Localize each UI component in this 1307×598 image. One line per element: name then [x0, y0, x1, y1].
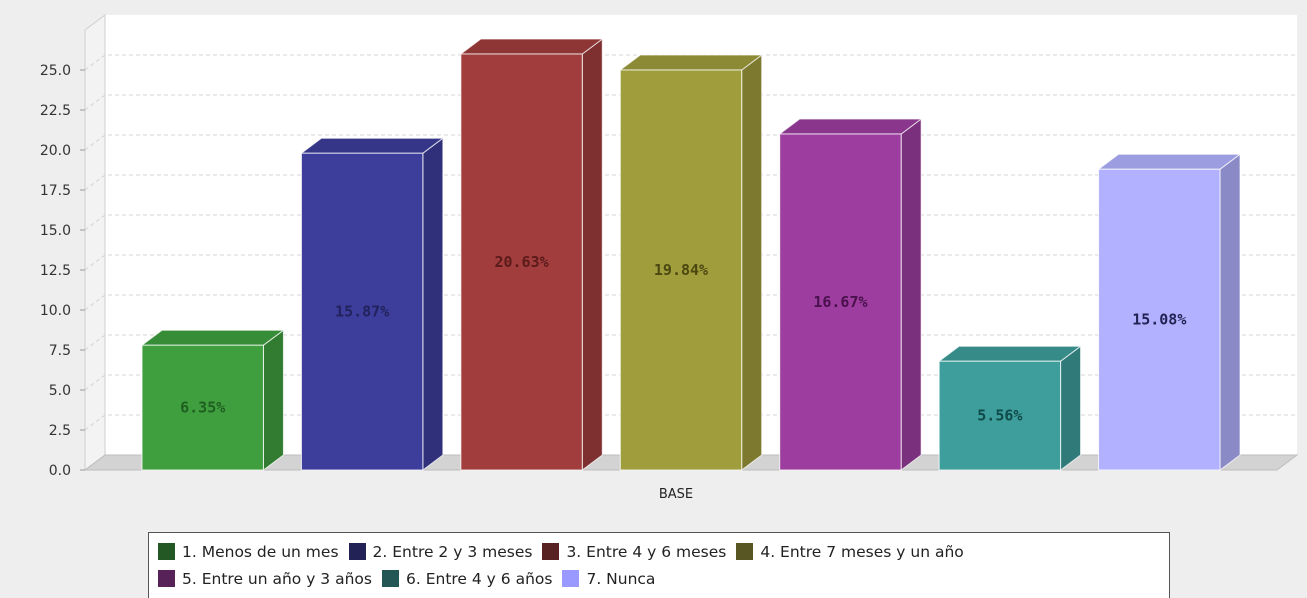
legend-swatch [562, 570, 580, 587]
data-labels: 6.35% 15.87% 20.63% 19.84% 16.67% 5.56% 15.08% [180, 253, 1186, 425]
bar [299, 137, 445, 471]
bar-top [140, 329, 285, 346]
legend-swatch [542, 543, 560, 560]
legend-row: 1. Menos de un mes 2. Entre 2 y 3 meses 3.… [158, 538, 1169, 565]
legend-label: 5. Entre un año y 3 años [182, 569, 372, 588]
bar-front [141, 344, 264, 471]
legend-label: 2. Entre 2 y 3 meses [372, 542, 533, 561]
legend-swatch [381, 570, 399, 587]
bar-front [779, 133, 902, 471]
y-tick-label: 17.5 [40, 183, 71, 199]
bar-top [937, 345, 1083, 362]
gridline [84, 54, 1297, 71]
bar [778, 118, 923, 471]
data-label: 19.84% [654, 261, 708, 279]
y-axis: 0.0 2.5 5.0 7.5 10.0 12.5 15.0 17.5 20.0 22.5 25.0 [40, 63, 85, 479]
legend-swatch [158, 570, 175, 587]
plot-left-wall [84, 14, 106, 471]
bar-front [460, 53, 583, 471]
legend-label: 3. Entre 4 y 6 meses [566, 542, 727, 561]
y-tick-label: 7.5 [49, 343, 71, 359]
bar-front [938, 360, 1062, 471]
legend-item: 6. Entre 4 y 6 años [381, 569, 553, 588]
bars [140, 38, 1242, 471]
y-tick-label: 22.5 [40, 103, 71, 119]
bar-front [619, 69, 743, 471]
bar [618, 54, 764, 471]
bar [937, 345, 1083, 471]
legend-item: 5. Entre un año y 3 años [158, 570, 372, 588]
y-tick-label: 10.0 [40, 303, 71, 319]
legend-row: 5. Entre un año y 3 años 6. Entre 4 y 6 a… [158, 565, 1169, 592]
bar-top [618, 54, 764, 71]
legend-item: 7. Nunca [562, 570, 655, 588]
data-label: 16.67% [813, 293, 867, 311]
legend: 1. Menos de un mes 2. Entre 2 y 3 meses 3.… [148, 532, 1170, 598]
legend-swatch [158, 543, 175, 560]
y-tick-label: 2.5 [49, 423, 71, 439]
bar-top [778, 118, 923, 135]
bar [1097, 153, 1242, 471]
bar-side [741, 54, 763, 471]
legend-item: 1. Menos de un mes [158, 543, 339, 561]
legend-label: 4. Entre 7 meses y un año [760, 542, 964, 561]
bar [140, 329, 285, 471]
bar-side [422, 137, 444, 471]
bar-top [459, 38, 604, 55]
bar-top [299, 137, 445, 154]
gridline [84, 94, 1297, 111]
legend-item: 4. Entre 7 meses y un año [736, 542, 964, 561]
y-tick-label: 5.0 [49, 383, 71, 399]
bar-side [262, 329, 284, 471]
data-label: 6.35% [180, 399, 225, 417]
legend-label: 7. Nunca [586, 569, 656, 588]
data-label: 5.56% [977, 407, 1022, 425]
y-tick-label: 0.0 [49, 463, 71, 479]
legend-swatch [736, 543, 754, 560]
bar-side [1219, 153, 1241, 471]
legend-item: 3. Entre 4 y 6 meses [542, 543, 726, 561]
legend-label: 1. Menos de un mes [182, 542, 339, 561]
y-tick-label: 20.0 [40, 143, 71, 159]
legend-item: 2. Entre 2 y 3 meses [348, 542, 533, 561]
bar-front [1098, 168, 1221, 471]
legend-label: 6. Entre 4 y 6 años [405, 569, 553, 588]
bar-side [1060, 345, 1082, 471]
legend-swatch [348, 543, 366, 560]
y-tick-label: 15.0 [40, 223, 71, 239]
bar-top [1097, 153, 1242, 170]
y-tick-label: 25.0 [40, 63, 71, 79]
bar [459, 38, 604, 471]
data-label: 15.08% [1132, 311, 1186, 329]
bar-side [581, 38, 603, 471]
data-label: 15.87% [335, 303, 389, 321]
bar-front [300, 152, 424, 471]
x-axis-label: BASE [659, 487, 693, 502]
data-label: 20.63% [494, 253, 548, 271]
bar-side [900, 118, 922, 471]
y-tick-label: 12.5 [40, 263, 71, 279]
